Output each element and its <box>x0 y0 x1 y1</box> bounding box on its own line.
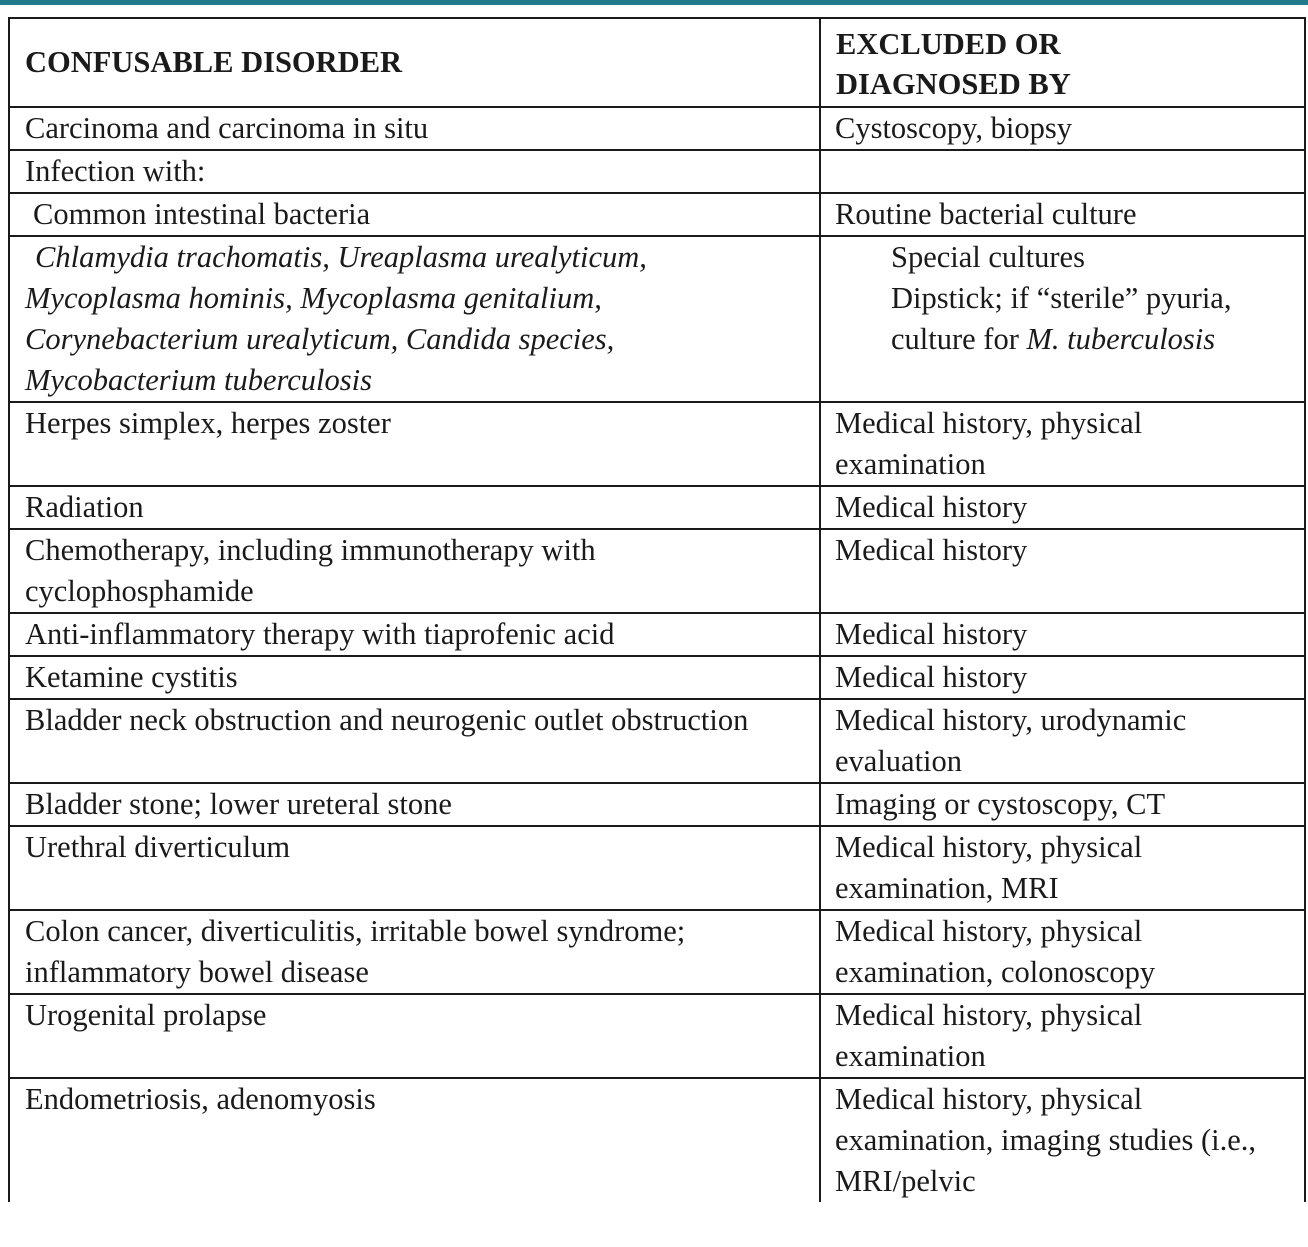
disorder-cell: Bladder stone; lower ureteral stone <box>8 782 821 827</box>
table-row: Urogenital prolapse Medical history, phy… <box>8 993 1306 1079</box>
table-row: Bladder neck obstruction and neurogenic … <box>8 698 1306 784</box>
excluded-cell: Routine bacterial culture <box>819 192 1306 237</box>
excluded-cell: Medical history <box>819 485 1306 530</box>
disorder-cell: Common intestinal bacteria <box>8 192 821 237</box>
table-row: Colon cancer, diverticulitis, irritable … <box>8 909 1306 995</box>
disorder-cell: Colon cancer, diverticulitis, irritable … <box>8 909 821 995</box>
table-row: Chlamydia trachomatis, Ureaplasma urealy… <box>8 235 1306 403</box>
excluded-cell: Medical history, physical examination <box>819 993 1306 1079</box>
disorder-cell: Infection with: <box>8 149 821 194</box>
excluded-cell: Cystoscopy, biopsy <box>819 106 1306 151</box>
disorder-cell: Carcinoma and carcinoma in situ <box>8 106 821 151</box>
excluded-cell: Medical history <box>819 612 1306 657</box>
excluded-line-3-organism: M. tuberculosis <box>1026 322 1216 356</box>
organism-list-line-1: Chlamydia trachomatis, Ureaplasma urealy… <box>35 240 647 274</box>
disorder-cell: Chlamydia trachomatis, Ureaplasma urealy… <box>8 235 821 403</box>
excluded-cell <box>819 149 1306 194</box>
disorder-cell: Bladder neck obstruction and neurogenic … <box>8 698 821 784</box>
differential-diagnosis-table: CONFUSABLE DISORDER EXCLUDED OR DIAGNOSE… <box>8 17 1306 1202</box>
excluded-line-1: Special cultures <box>891 240 1085 274</box>
table-row: Common intestinal bacteria Routine bacte… <box>8 192 1306 237</box>
excluded-cell: Medical history <box>819 655 1306 700</box>
excluded-cell: Medical history <box>819 528 1306 614</box>
excluded-line-3: culture for M. tuberculosis <box>835 319 1294 360</box>
disorder-cell: Urogenital prolapse <box>8 993 821 1079</box>
organism-list-line-2: Mycoplasma hominis, Mycoplasma genitaliu… <box>25 281 602 315</box>
excluded-cell: Special cultures Dipstick; if “sterile” … <box>819 235 1306 403</box>
header-excluded-or-diagnosed-by: EXCLUDED OR DIAGNOSED BY <box>819 17 1306 108</box>
excluded-line-2: Dipstick; if “sterile” pyuria, <box>891 281 1232 315</box>
disorder-cell: Anti-inflammatory therapy with tiaprofen… <box>8 612 821 657</box>
top-accent-rule <box>0 0 1308 5</box>
table-row: Radiation Medical history <box>8 485 1306 530</box>
excluded-cell: Medical history, physical examination, c… <box>819 909 1306 995</box>
disorder-cell: Ketamine cystitis <box>8 655 821 700</box>
header-confusable-disorder: CONFUSABLE DISORDER <box>8 17 821 108</box>
disorder-cell: Endometriosis, adenomyosis <box>8 1077 821 1202</box>
header-excluded-line-1: EXCLUDED OR <box>836 26 1061 61</box>
disorder-cell: Urethral diverticulum <box>8 825 821 911</box>
table-row: Ketamine cystitis Medical history <box>8 655 1306 700</box>
table-row: Urethral diverticulum Medical history, p… <box>8 825 1306 911</box>
header-excluded-line-2: DIAGNOSED BY <box>836 66 1071 101</box>
organism-list-line-3: Corynebacterium urealyticum, Candida spe… <box>25 322 615 356</box>
table-row: Endometriosis, adenomyosis Medical histo… <box>8 1077 1306 1202</box>
disorder-cell: Chemotherapy, including immunotherapy wi… <box>8 528 821 614</box>
table-row: Carcinoma and carcinoma in situ Cystosco… <box>8 106 1306 151</box>
table-row: Chemotherapy, including immunotherapy wi… <box>8 528 1306 614</box>
disorder-text: Common intestinal bacteria <box>33 197 371 231</box>
excluded-cell: Medical history, physical examination, M… <box>819 825 1306 911</box>
table-row: Anti-inflammatory therapy with tiaprofen… <box>8 612 1306 657</box>
excluded-cell: Medical history, physical examination <box>819 401 1306 487</box>
table-header-row: CONFUSABLE DISORDER EXCLUDED OR DIAGNOSE… <box>8 17 1306 108</box>
excluded-cell: Medical history, urodynamic evaluation <box>819 698 1306 784</box>
disorder-cell: Radiation <box>8 485 821 530</box>
excluded-cell: Medical history, physical examination, i… <box>819 1077 1306 1202</box>
organism-list-line-4: Mycobacterium tuberculosis <box>25 363 372 397</box>
table-row: Infection with: <box>8 149 1306 194</box>
excluded-line-3-prefix: culture for <box>891 322 1027 356</box>
table-row: Bladder stone; lower ureteral stone Imag… <box>8 782 1306 827</box>
disorder-cell: Herpes simplex, herpes zoster <box>8 401 821 487</box>
excluded-cell: Imaging or cystoscopy, CT <box>819 782 1306 827</box>
table-row: Herpes simplex, herpes zoster Medical hi… <box>8 401 1306 487</box>
